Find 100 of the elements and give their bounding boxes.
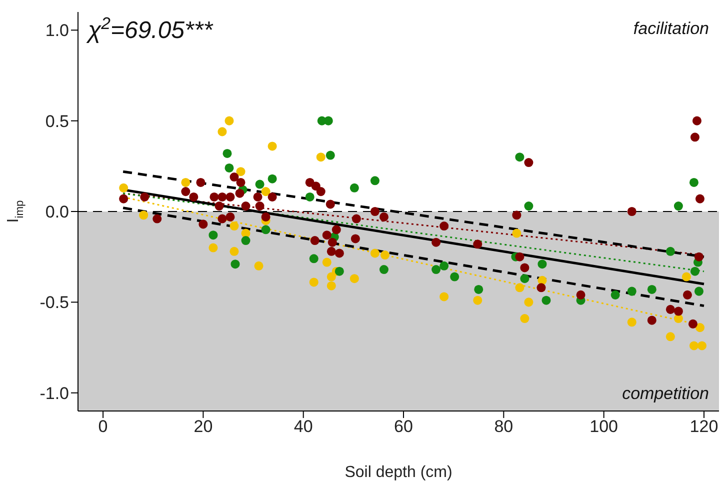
point <box>226 212 235 222</box>
point <box>674 202 683 211</box>
point <box>255 202 264 211</box>
point <box>241 202 250 211</box>
point <box>610 290 620 300</box>
point <box>152 214 162 224</box>
point <box>224 116 234 126</box>
point <box>647 316 656 325</box>
x-tick-label: 100 <box>590 417 618 436</box>
point <box>268 174 277 184</box>
point <box>350 234 360 244</box>
point <box>254 261 264 270</box>
point <box>253 192 262 202</box>
point <box>230 246 239 256</box>
point <box>370 176 380 186</box>
annotation: competition <box>622 384 709 403</box>
point <box>316 152 326 162</box>
point <box>316 187 326 196</box>
point <box>524 158 534 168</box>
x-tick-label: 0 <box>98 417 108 436</box>
point <box>682 272 691 282</box>
point <box>261 187 270 196</box>
point <box>326 200 335 209</box>
point <box>218 214 227 224</box>
point <box>352 214 361 224</box>
point <box>311 182 320 191</box>
point <box>224 163 234 172</box>
annotation: facilitation <box>633 19 709 38</box>
point <box>542 296 551 305</box>
point <box>328 238 337 247</box>
y-tick-label: 0.0 <box>45 202 69 222</box>
x-tick-label: 80 <box>494 417 514 436</box>
point <box>230 260 240 269</box>
point <box>181 178 190 187</box>
point <box>538 260 547 269</box>
point <box>370 248 380 258</box>
point <box>268 142 277 151</box>
point <box>692 116 702 126</box>
point <box>310 236 320 246</box>
point <box>326 246 336 256</box>
point <box>690 132 700 142</box>
x-tick-label: 120 <box>690 417 718 436</box>
point <box>694 252 704 262</box>
point <box>119 183 128 192</box>
point <box>268 192 277 202</box>
point <box>218 127 227 136</box>
point <box>473 296 482 305</box>
point <box>515 152 524 162</box>
point <box>520 274 530 284</box>
point <box>682 290 692 300</box>
point <box>334 248 344 258</box>
point <box>198 220 208 229</box>
point <box>218 192 227 202</box>
point <box>689 178 698 187</box>
point <box>627 286 636 296</box>
point <box>370 206 380 216</box>
x-tick-label: 40 <box>294 417 313 436</box>
point <box>515 283 524 292</box>
point <box>695 323 704 332</box>
x-axis-title: Soil depth (cm) <box>344 464 452 481</box>
point <box>309 254 318 264</box>
point <box>440 261 449 270</box>
point <box>332 225 341 234</box>
point <box>236 178 246 187</box>
point <box>520 263 530 272</box>
point <box>326 272 336 282</box>
point <box>524 298 534 307</box>
point <box>432 238 441 247</box>
point <box>515 252 524 262</box>
point <box>261 212 270 222</box>
point <box>512 210 522 220</box>
point <box>695 194 704 204</box>
point <box>261 225 270 234</box>
point <box>689 341 698 350</box>
point <box>674 314 683 324</box>
annotation: χ$^{2}$=69.05*** <box>86 14 214 44</box>
point <box>627 206 636 216</box>
point <box>536 283 546 292</box>
point <box>208 230 218 240</box>
point <box>666 304 675 314</box>
x-tick-label: 20 <box>194 417 213 436</box>
point <box>139 210 148 220</box>
point <box>690 266 700 276</box>
point <box>576 290 586 300</box>
point <box>697 341 706 350</box>
point <box>322 258 332 267</box>
point <box>222 148 232 158</box>
point <box>379 265 388 274</box>
point <box>210 192 219 202</box>
point <box>326 150 335 160</box>
point <box>350 274 359 284</box>
point <box>688 319 698 328</box>
point <box>524 202 534 211</box>
point <box>350 183 359 192</box>
point <box>226 192 235 202</box>
point <box>208 243 218 252</box>
point <box>666 246 675 256</box>
point <box>334 266 344 276</box>
point <box>230 222 239 231</box>
point <box>309 278 318 287</box>
